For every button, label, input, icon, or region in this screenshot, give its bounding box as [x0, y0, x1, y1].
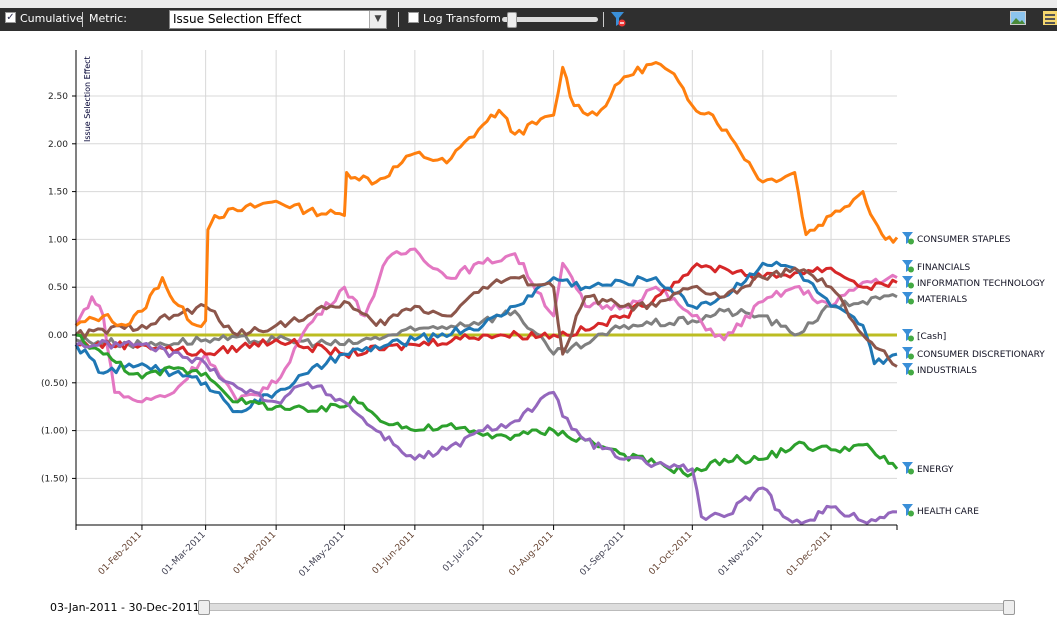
metric-select[interactable]: Issue Selection Effect ▼ [169, 10, 387, 29]
image-export-icon[interactable] [1010, 11, 1026, 25]
cumulative-label: Cumulative [20, 12, 83, 25]
line-chart: 2.50 2.00 1.50 1.00 0.50 0.00 (0.50) (1.00) (1.5… [41, 50, 1045, 579]
x-tick-label: 01-Apr-2011 [232, 530, 278, 576]
log-transform-label: Log Transform [423, 12, 501, 25]
filter-icon [902, 363, 914, 376]
x-tick-label: 01-Jul-2011 [441, 530, 485, 574]
filter-icon [902, 347, 914, 360]
filter-icon [902, 329, 914, 342]
series-end-label: MATERIALS [917, 295, 967, 305]
filter-funnel [902, 363, 913, 375]
x-tick-label: 01-Aug-2011 [507, 530, 555, 578]
y-tick-label: 0.00 [48, 331, 68, 341]
divider [603, 12, 604, 27]
filter-icon [902, 462, 914, 475]
x-tick-label: 01-Mar-2011 [160, 530, 208, 578]
filter-funnel [902, 347, 913, 359]
y-tick-label: 2.50 [48, 92, 68, 102]
filter-funnel [902, 276, 913, 288]
add-badge [908, 238, 914, 245]
filter-funnel [902, 462, 913, 474]
series-end-label: HEALTH CARE [917, 507, 979, 517]
add-badge [908, 510, 914, 517]
x-tick-label: 01-Feb-2011 [97, 530, 144, 577]
filter-funnel [902, 504, 913, 516]
y-tick-label: 2.00 [48, 140, 68, 150]
add-badge [908, 353, 914, 360]
series-end-label: [Cash] [917, 332, 946, 342]
filter-icon [902, 260, 914, 273]
x-tick-label: 01-Nov-2011 [717, 530, 765, 578]
add-badge [908, 282, 914, 289]
divider [82, 12, 83, 27]
log-transform-checkbox[interactable] [408, 12, 419, 23]
filter-funnel [902, 329, 913, 341]
series-line-industrials [74, 266, 898, 368]
series-line-consumer-staples [75, 61, 899, 329]
date-range-label: 03-Jan-2011 - 30-Dec-2011 [50, 601, 200, 614]
log-slider[interactable] [502, 12, 598, 28]
series-line-energy [75, 333, 899, 478]
metric-value: Issue Selection Effect [173, 12, 302, 26]
series-line-information-technology [75, 262, 898, 359]
filter-icon [902, 276, 914, 289]
series-end-label: ENERGY [917, 465, 954, 475]
x-tick-label: 01-Oct-2011 [647, 530, 694, 577]
series-line-health-care [75, 338, 898, 525]
y-tick-label: 1.50 [48, 188, 68, 198]
series-end-label: CONSUMER DISCRETIONARY [917, 350, 1045, 360]
log-slider-thumb[interactable] [507, 12, 517, 28]
date-range-slider[interactable] [198, 600, 1015, 615]
series-end-label: CONSUMER STAPLES [917, 235, 1011, 245]
x-tick-label: 01-May-2011 [297, 530, 346, 579]
filter-funnel [902, 260, 913, 272]
chevron-down-icon[interactable]: ▼ [369, 11, 386, 28]
top-strip [0, 0, 1057, 8]
filter-icon [902, 292, 914, 305]
y-tick-label: (1.50) [41, 474, 68, 484]
filter-funnel [902, 232, 913, 244]
y-tick-label: (1.00) [41, 427, 68, 437]
series-line-materials [75, 293, 898, 356]
toolbar: ✓ Cumulative Metric: Issue Selection Eff… [0, 8, 1057, 31]
x-tick-label: 01-Dec-2011 [785, 530, 833, 578]
series-end-label: INFORMATION TECHNOLOGY [917, 279, 1045, 289]
filter-icon [902, 504, 914, 517]
list-view-icon[interactable] [1043, 11, 1057, 25]
series-line-consumer-discretionary [74, 260, 898, 414]
x-tick-label: 01-Sep-2011 [578, 530, 626, 578]
y-tick-label: 1.00 [48, 235, 68, 245]
y-axis-label: Issue Selection Effect [83, 56, 92, 142]
add-badge [908, 266, 914, 273]
series-end-label: FINANCIALS [917, 263, 971, 273]
add-badge [908, 335, 914, 342]
series-end-label: INDUSTRIALS [917, 366, 977, 376]
filter-icon [902, 232, 914, 245]
clear-filter-icon[interactable] [610, 11, 626, 27]
series-line-financials [74, 247, 898, 404]
divider [398, 12, 399, 27]
y-tick-label: 0.50 [48, 283, 68, 293]
add-badge [908, 298, 914, 305]
y-tick-label: (0.50) [41, 379, 68, 389]
range-start-thumb[interactable] [198, 600, 210, 615]
filter-funnel [902, 292, 913, 304]
x-tick-label: 01-Jun-2011 [371, 530, 417, 576]
range-end-thumb[interactable] [1003, 600, 1015, 615]
add-badge [908, 468, 914, 475]
metric-label: Metric: [89, 12, 127, 25]
add-badge [908, 369, 914, 376]
cumulative-checkbox[interactable]: ✓ [5, 12, 16, 23]
